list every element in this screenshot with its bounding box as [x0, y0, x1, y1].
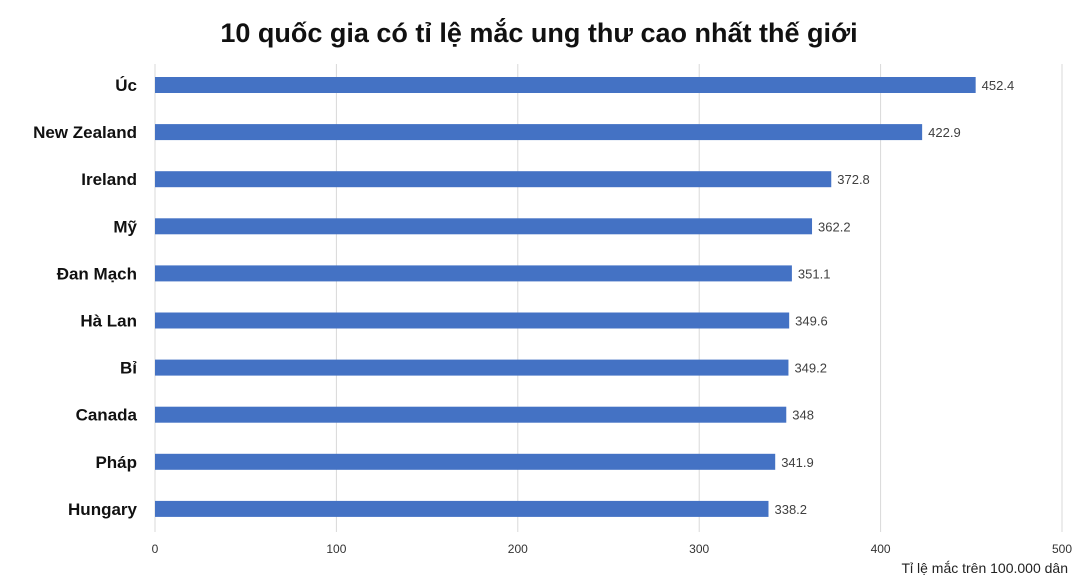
data-label: 452.4 — [982, 78, 1015, 93]
data-label: 348 — [792, 408, 814, 423]
bar — [155, 218, 813, 235]
bar — [155, 265, 792, 282]
bar — [155, 312, 790, 329]
category-label: Pháp — [95, 453, 137, 472]
x-tick-label: 400 — [871, 542, 891, 556]
chart-title: 10 quốc gia có tỉ lệ mắc ung thư cao nhấ… — [220, 18, 858, 48]
data-label: 349.2 — [794, 361, 827, 376]
bar — [155, 359, 789, 376]
bar — [155, 500, 769, 517]
bar — [155, 171, 832, 188]
data-label: 362.2 — [818, 219, 851, 234]
category-label: Hà Lan — [80, 312, 137, 331]
category-label: Bỉ — [120, 359, 137, 378]
category-label: Úc — [115, 76, 137, 95]
x-tick-label: 300 — [689, 542, 709, 556]
category-label: Canada — [76, 406, 138, 425]
data-label: 351.1 — [798, 266, 831, 281]
x-tick-label: 200 — [508, 542, 528, 556]
category-label: Hungary — [68, 500, 138, 519]
x-tick-label: 0 — [152, 542, 159, 556]
x-tick-label: 100 — [326, 542, 346, 556]
bar — [155, 453, 776, 470]
category-label: Ireland — [81, 170, 137, 189]
bar — [155, 77, 976, 93]
bar — [155, 124, 923, 141]
bar — [155, 406, 787, 423]
x-axis-title: Tỉ lệ mắc trên 100.000 dân — [901, 560, 1068, 576]
data-label: 349.6 — [795, 314, 828, 329]
data-label: 341.9 — [781, 455, 814, 470]
data-label: 338.2 — [774, 502, 807, 517]
data-label: 422.9 — [928, 125, 961, 140]
category-label: Đan Mạch — [57, 264, 137, 283]
category-label: New Zealand — [33, 123, 137, 142]
x-tick-label: 500 — [1052, 542, 1072, 556]
category-label: Mỹ — [113, 217, 137, 236]
data-label: 372.8 — [837, 172, 870, 187]
